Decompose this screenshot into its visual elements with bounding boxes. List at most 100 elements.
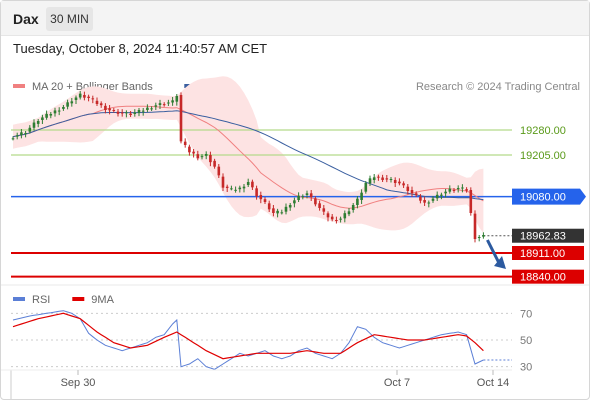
level-label-1: 19205.00: [520, 150, 566, 162]
candle-body: [137, 110, 141, 113]
level-label-3: 18962.83: [520, 231, 566, 243]
rsi-line: [12, 310, 484, 370]
candle-body: [322, 208, 326, 212]
rsi-ma-line: [12, 312, 484, 360]
candle-body: [398, 181, 401, 184]
candle-body: [372, 177, 376, 180]
candle-body: [129, 113, 132, 115]
candle-body: [368, 178, 372, 184]
candle-body: [259, 195, 263, 200]
candle-body: [440, 194, 443, 196]
candle-body: [465, 189, 468, 191]
candle-body: [99, 103, 103, 106]
candle-body: [120, 112, 124, 114]
candle-body: [230, 188, 233, 190]
candle-body: [175, 96, 179, 102]
level-tag-3: [512, 228, 584, 243]
candle-body: [116, 111, 120, 114]
candle-body: [104, 105, 107, 110]
candle-body: [125, 112, 128, 114]
candle-body: [133, 112, 137, 114]
candle-body: [62, 107, 65, 109]
candle-body: [276, 210, 279, 214]
level-label-4: 18911.00: [520, 248, 565, 260]
candle-body: [158, 103, 162, 105]
candle-body: [200, 156, 204, 158]
candle-body: [66, 102, 69, 107]
candle-body: [435, 194, 439, 199]
level-tag-5: [512, 269, 584, 284]
rsi-legend-swatch-1: [72, 297, 85, 301]
source-credit: Research © 2024 Trading Central: [416, 81, 580, 93]
candle-body: [188, 146, 191, 153]
candle-body: [87, 96, 90, 98]
candle-body: [452, 190, 456, 191]
candle-body: [209, 155, 212, 163]
rsi-legend-label-0: RSI: [32, 294, 50, 306]
candle-body: [74, 97, 78, 100]
candle-body: [162, 104, 166, 106]
candle-body: [419, 196, 422, 201]
candle-body: [335, 220, 338, 221]
candle-body: [297, 195, 300, 200]
level-tag-4: [512, 246, 584, 260]
candle-body: [255, 188, 258, 197]
candle-body: [410, 190, 414, 193]
candle-body: [477, 237, 481, 238]
candle-body: [112, 110, 116, 111]
legend-swatch-0: [13, 84, 25, 88]
candle-body: [364, 183, 368, 192]
candle-body: [196, 154, 200, 159]
candle-body: [150, 108, 153, 110]
candle-body: [351, 205, 355, 210]
candle-body: [318, 203, 321, 208]
level-label-0: 19280.00: [520, 125, 566, 137]
candle-body: [267, 203, 271, 210]
candle-body: [83, 95, 86, 98]
candle-body: [11, 138, 15, 140]
candle-body: [70, 101, 74, 104]
candle-body: [154, 105, 158, 107]
x-tick-label-0: Sep 30: [61, 377, 96, 389]
rsi-legend-label-1: 9MA: [91, 294, 114, 306]
candle-body: [343, 213, 347, 219]
candle-body: [78, 93, 82, 98]
candle-body: [36, 121, 40, 124]
candle-body: [406, 186, 410, 191]
level-label-5: 18840.00: [520, 272, 566, 284]
candle-body: [95, 100, 99, 104]
candle-body: [192, 151, 195, 154]
timeframe-button[interactable]: 30 MIN: [46, 7, 93, 31]
candle-body: [213, 160, 216, 167]
candle-body: [288, 205, 292, 208]
candle-body: [246, 182, 250, 185]
candle-body: [91, 98, 95, 100]
candle-body: [263, 199, 267, 202]
candle-body: [167, 102, 170, 104]
candle-body: [301, 196, 305, 198]
candle-body: [356, 198, 359, 205]
candle-body: [414, 193, 418, 195]
rsi-tick-1: 50: [520, 335, 532, 347]
candle-body: [284, 206, 288, 212]
candle-body: [179, 95, 183, 142]
candle-body: [309, 193, 313, 197]
candle-body: [444, 191, 447, 194]
level-label-2: 19080.00: [520, 192, 566, 204]
datetime-label: Tuesday, October 8, 2024 11:40:57 AM CET: [13, 41, 268, 56]
candle-body: [171, 100, 174, 103]
candle-body: [221, 176, 225, 188]
candle-body: [41, 117, 44, 120]
candle-body: [217, 166, 221, 176]
candle-body: [469, 190, 473, 213]
candle-body: [402, 183, 405, 186]
candle-body: [49, 114, 53, 116]
forecast-arrow-shaft: [486, 239, 502, 266]
x-tick-label-2: Oct 14: [477, 377, 509, 389]
candle-body: [32, 122, 36, 128]
candle-body: [305, 193, 309, 195]
candle-body: [20, 132, 23, 135]
candle-body: [57, 110, 61, 112]
candle-body: [234, 189, 237, 191]
